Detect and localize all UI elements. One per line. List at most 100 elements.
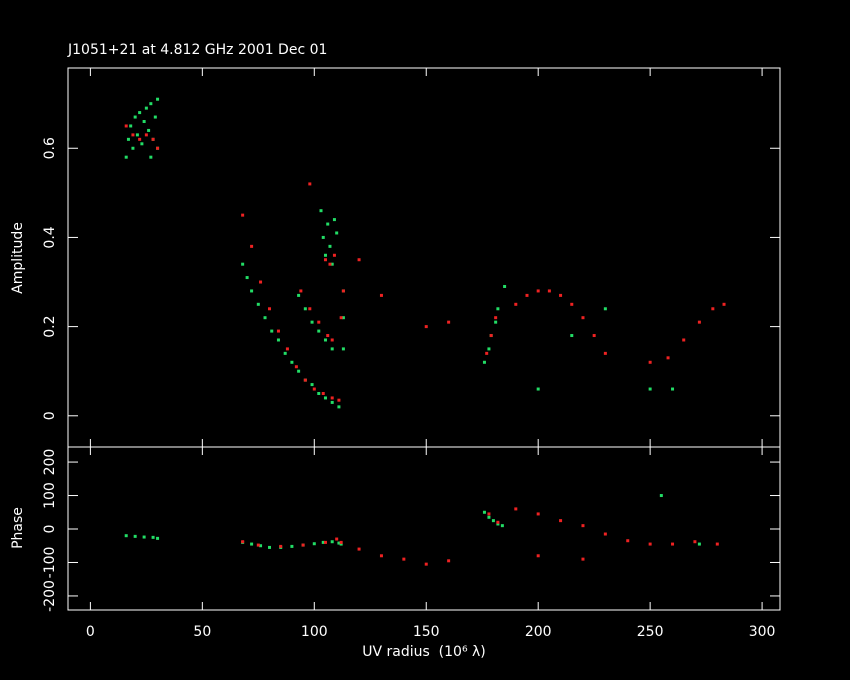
point [559,293,563,297]
point [341,289,345,293]
x-tick-label: 300 [749,624,776,640]
point [648,360,652,364]
point [487,515,491,519]
y-axis-label: Phase [10,507,26,549]
point [592,334,596,338]
point [140,142,144,146]
point [337,398,341,402]
y-tick-label: 0 [42,411,58,420]
y-tick-label: 0.6 [42,137,58,159]
y-tick-label: 0.2 [42,315,58,337]
x-tick-label: 150 [413,624,440,640]
point [250,289,254,293]
point [503,284,507,288]
point [317,391,321,395]
point [124,155,128,159]
point [581,524,585,528]
point [682,338,686,342]
point [715,542,719,546]
point [626,539,630,543]
point [321,540,325,544]
point [126,137,130,141]
point [603,532,607,536]
point [299,289,303,293]
point [156,536,160,540]
y-tick-label: 0.4 [42,226,58,248]
point [424,325,428,329]
x-tick-label: 100 [301,624,328,640]
point [570,334,574,338]
point [666,356,670,360]
point [270,329,274,333]
y-tick-label: -200 [42,580,58,612]
point [156,146,160,150]
point [330,540,334,544]
point [581,557,585,561]
point [138,111,142,115]
point [328,262,332,266]
point [525,293,529,297]
point [294,365,298,369]
point [317,329,321,333]
point [124,534,128,538]
point [357,258,361,262]
point [142,120,146,124]
point [276,329,280,333]
point [124,124,128,128]
point [147,128,151,132]
point [310,383,314,387]
point [285,347,289,351]
point [308,307,312,311]
point [603,307,607,311]
point [135,133,139,137]
point [379,554,383,558]
point [303,307,307,311]
point [697,320,701,324]
point [341,316,345,320]
point [570,302,574,306]
point [259,280,263,284]
point [722,302,726,306]
point [330,338,334,342]
point [339,540,343,544]
y-tick-label: 200 [42,449,58,476]
point [256,302,260,306]
point [379,293,383,297]
y-tick-label: 0 [42,525,58,534]
point [447,320,451,324]
point [149,102,153,106]
point [671,542,675,546]
point [323,338,327,342]
point [290,360,294,364]
point [279,544,283,548]
point [341,347,345,351]
point [357,547,361,551]
point [332,253,336,257]
point [138,137,142,141]
point [297,369,301,373]
point [290,544,294,548]
point [144,133,148,137]
point [241,213,245,217]
point [671,387,675,391]
point [335,231,339,235]
point [323,396,327,400]
point [317,320,321,324]
point [276,338,280,342]
point [496,307,500,311]
point [330,347,334,351]
point [129,124,133,128]
point [330,400,334,404]
point [283,351,287,355]
point [482,360,486,364]
chart-title: J1051+21 at 4.812 GHz 2001 Dec 01 [67,42,327,58]
point [263,316,267,320]
point [339,316,343,320]
point [500,524,504,528]
point [241,540,245,544]
point [514,507,518,511]
point [241,262,245,266]
point [547,289,551,293]
point [337,541,341,545]
point [494,320,498,324]
